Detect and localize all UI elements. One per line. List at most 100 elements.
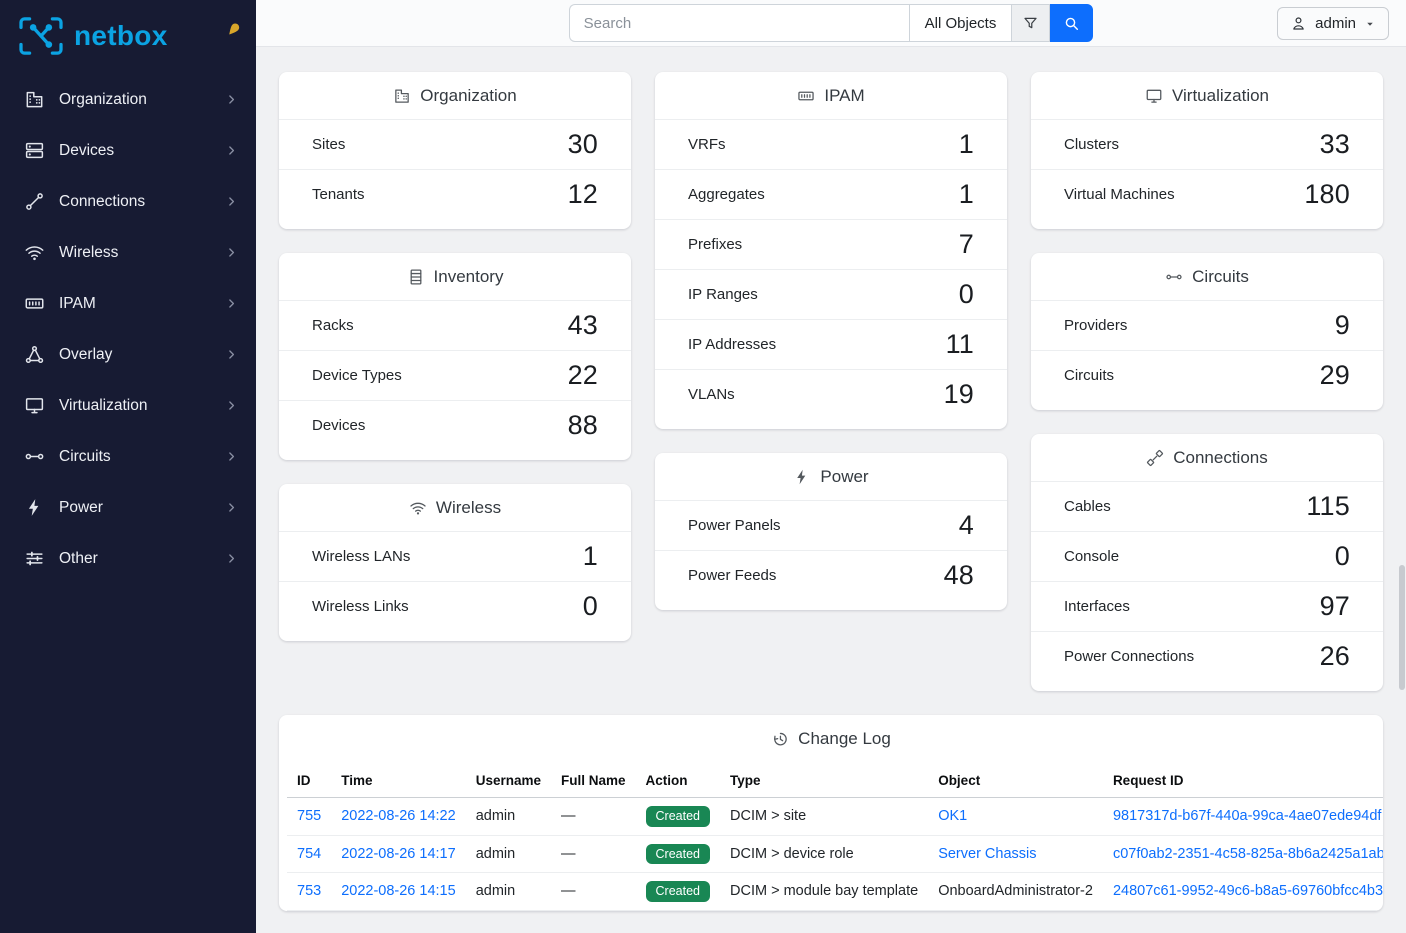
stat-row-providers[interactable]: Providers 9	[1031, 300, 1383, 350]
change-id-link[interactable]: 754	[297, 845, 322, 862]
stat-label: Circuits	[1064, 367, 1115, 384]
card-title-text: Organization	[420, 86, 517, 105]
stat-label: Device Types	[312, 367, 402, 384]
stat-row-ip-ranges[interactable]: IP Ranges 0	[655, 269, 1007, 319]
stat-row-clusters[interactable]: Clusters 33	[1031, 119, 1383, 169]
stat-row-vrfs[interactable]: VRFs 1	[655, 119, 1007, 169]
sidebar-item-power[interactable]: Power	[0, 482, 256, 533]
change-time-link[interactable]: 2022-08-26 14:15	[341, 883, 456, 900]
dashboard-cards: Organization Sites 30 Tenants 12 Inventory Rac…	[279, 72, 1383, 691]
stat-label: IP Addresses	[688, 336, 777, 353]
card-connections: Connections Cables 115 Console 0 Interfaces 97…	[1031, 434, 1383, 691]
stat-row-devices[interactable]: Devices 88	[279, 400, 631, 450]
request-id-link[interactable]: 9817317d-b67f-440a-99ca-4ae07ede94df	[1112, 808, 1382, 825]
change-time-link[interactable]: 2022-08-26 14:22	[341, 808, 456, 825]
stat-row-aggregates[interactable]: Aggregates 1	[655, 169, 1007, 219]
stat-row-racks[interactable]: Racks 43	[279, 300, 631, 350]
stat-row-cables[interactable]: Cables 115	[1031, 481, 1383, 531]
sidebar-item-wireless[interactable]: Wireless	[0, 227, 256, 278]
sidebar-item-label: Virtualization	[59, 396, 148, 414]
caret-down-icon	[1364, 18, 1376, 30]
stat-row-tenants[interactable]: Tenants 12	[279, 169, 631, 219]
netbox-logo-icon	[19, 17, 63, 55]
search-submit-button[interactable]	[1050, 4, 1094, 42]
request-id-link[interactable]: c07f0ab2-2351-4c58-825a-8b6a2425a1ab	[1112, 845, 1383, 862]
card-title-text: Power	[820, 467, 869, 486]
domain-icon	[393, 87, 411, 105]
chevron-right-icon	[225, 348, 238, 361]
card-title: IPAM	[655, 72, 1007, 119]
stat-row-power-panels[interactable]: Power Panels 4	[655, 500, 1007, 550]
changelog-title-text: Change Log	[798, 729, 891, 748]
stat-row-console[interactable]: Console 0	[1031, 531, 1383, 581]
stat-row-wireless-lans[interactable]: Wireless LANs 1	[279, 531, 631, 581]
card-title-text: Virtualization	[1171, 86, 1270, 105]
chevron-right-icon	[225, 297, 238, 310]
stat-value: 19	[943, 379, 974, 409]
user-name: admin	[1315, 15, 1356, 32]
chevron-right-icon	[225, 552, 238, 565]
sidebar-item-other[interactable]: Other	[0, 533, 256, 584]
sidebar: netbox Organization Devices Connections Wir…	[0, 0, 256, 933]
change-id-link[interactable]: 755	[297, 808, 322, 825]
sidebar-item-ipam[interactable]: IPAM	[0, 278, 256, 329]
change-time-link[interactable]: 2022-08-26 14:17	[341, 845, 456, 862]
stat-row-sites[interactable]: Sites 30	[279, 119, 631, 169]
change-object-link[interactable]: Server Chassis	[938, 845, 1037, 862]
stat-label: Console	[1064, 548, 1120, 565]
stat-value: 26	[1319, 641, 1350, 671]
wifi-icon	[409, 499, 427, 517]
stat-value: 11	[945, 329, 974, 359]
filter-button[interactable]	[1012, 4, 1051, 42]
column-header-full-name: Full Name	[551, 764, 636, 798]
action-badge: Created	[645, 843, 710, 864]
stat-value: 29	[1319, 360, 1350, 390]
change-id-link[interactable]: 753	[297, 883, 322, 900]
changelog-row: 755 2022-08-26 14:22 admin — Created DCIM > s…	[287, 797, 1383, 836]
stat-value: 115	[1306, 491, 1350, 521]
request-id-link[interactable]: 24807c61-9952-49c6-b8a5-69760bfcc4b3	[1112, 883, 1383, 900]
column-header-action: Action	[635, 764, 720, 798]
sidebar-item-overlay[interactable]: Overlay	[0, 329, 256, 380]
topbar: All Objects admin	[256, 0, 1406, 47]
stat-row-virtual-machines[interactable]: Virtual Machines 180	[1031, 169, 1383, 219]
stat-row-circuits[interactable]: Circuits 29	[1031, 350, 1383, 400]
counter-icon	[797, 87, 815, 105]
scrollbar[interactable]	[1397, 47, 1406, 933]
sidebar-menu: Organization Devices Connections Wireless IP…	[0, 74, 256, 584]
stat-value: 0	[958, 279, 974, 309]
sidebar-item-label: Circuits	[59, 447, 111, 465]
stat-row-power-connections[interactable]: Power Connections 26	[1031, 631, 1383, 681]
sidebar-item-devices[interactable]: Devices	[0, 125, 256, 176]
stat-row-wireless-links[interactable]: Wireless Links 0	[279, 581, 631, 631]
stat-row-device-types[interactable]: Device Types 22	[279, 350, 631, 400]
sidebar-item-organization[interactable]: Organization	[0, 74, 256, 125]
stat-row-ip-addresses[interactable]: IP Addresses 11	[655, 319, 1007, 369]
chevron-right-icon	[225, 144, 238, 157]
stat-value: 0	[1334, 541, 1350, 571]
stat-row-prefixes[interactable]: Prefixes 7	[655, 219, 1007, 269]
netbox-home-link[interactable]: netbox	[18, 16, 168, 56]
sidebar-item-circuits[interactable]: Circuits	[0, 431, 256, 482]
stat-value: 0	[582, 591, 598, 621]
changelog-row: 754 2022-08-26 14:17 admin — Created DCIM > d…	[287, 835, 1383, 873]
user-menu-button[interactable]: admin	[1277, 7, 1389, 40]
change-fullname: —	[551, 872, 636, 911]
card-title-text: IPAM	[824, 86, 865, 105]
stat-row-power-feeds[interactable]: Power Feeds 48	[655, 550, 1007, 600]
stat-row-vlans[interactable]: VLANs 19	[655, 369, 1007, 419]
scrollbar-thumb[interactable]	[1399, 565, 1405, 690]
column-header-time: Time	[331, 764, 466, 798]
sliders-icon	[24, 548, 45, 569]
stat-row-interfaces[interactable]: Interfaces 97	[1031, 581, 1383, 631]
change-object-link[interactable]: OK1	[938, 808, 968, 825]
pin-sidebar-icon[interactable]	[225, 21, 242, 38]
sidebar-item-connections[interactable]: Connections	[0, 176, 256, 227]
action-badge: Created	[645, 881, 710, 902]
object-type-select[interactable]: All Objects	[908, 4, 1013, 42]
search-input[interactable]	[568, 4, 909, 42]
sidebar-item-virtualization[interactable]: Virtualization	[0, 380, 256, 431]
card-title-text: Circuits	[1192, 267, 1249, 286]
sidebar-item-label: Organization	[59, 90, 147, 108]
